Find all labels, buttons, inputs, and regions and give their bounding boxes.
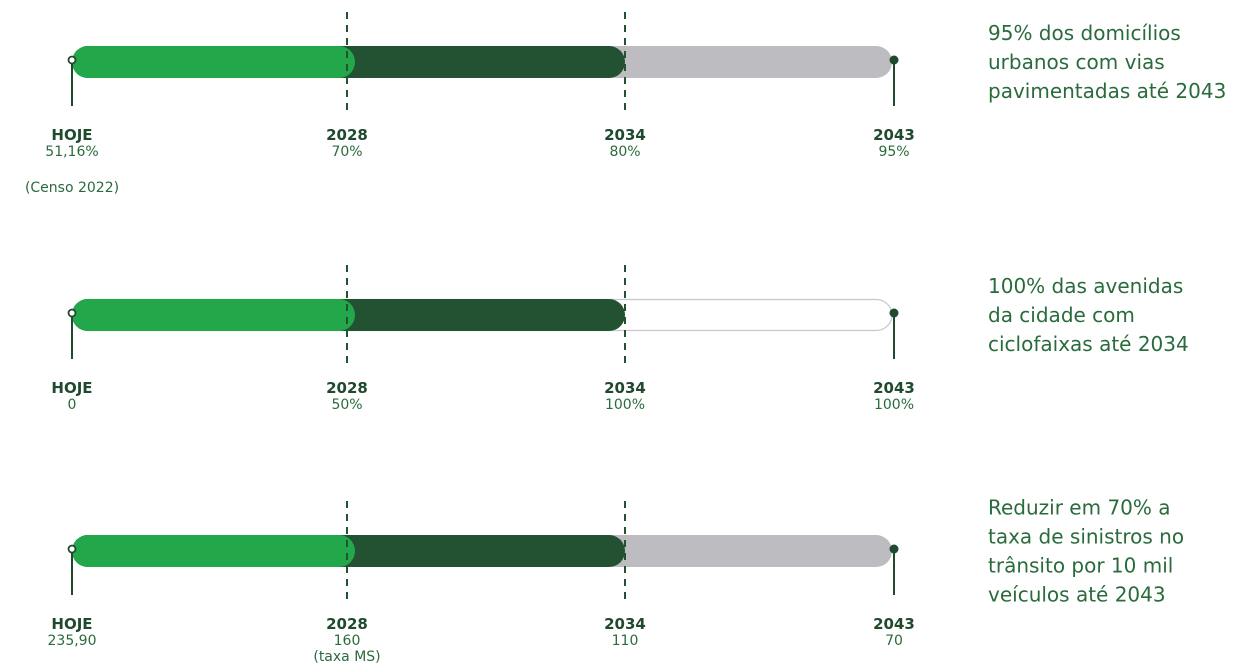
goal-text-line: 100% das avenidas [988, 274, 1183, 298]
goal-text-line: taxa de sinistros no [988, 525, 1184, 549]
goal-text-line: da cidade com [988, 303, 1135, 327]
milestone-value: 80% [609, 144, 640, 160]
bar-2028 [72, 535, 355, 567]
start-marker [67, 55, 77, 65]
goal-text-line: Reduzir em 70% a [988, 496, 1171, 520]
goal-text-line: pavimentadas até 2043 [988, 79, 1226, 103]
milestone-value: 160 [334, 633, 361, 649]
goal-text-line: trânsito por 10 mil [988, 554, 1173, 578]
milestone-value: 100% [874, 397, 914, 413]
milestone-year: HOJE [51, 379, 92, 397]
end-marker [889, 544, 899, 554]
goal-text-line: urbanos com vias [988, 50, 1165, 74]
bar-2028 [72, 46, 355, 78]
milestone-value: 70 [885, 633, 903, 649]
end-marker [889, 55, 899, 65]
milestone-year: 2043 [873, 126, 915, 144]
milestone-value: 0 [68, 397, 77, 413]
start-marker [67, 544, 77, 554]
milestone-year: 2028 [326, 126, 368, 144]
milestone-year: HOJE [51, 126, 92, 144]
bar-2028 [72, 299, 355, 331]
milestone-year: 2043 [873, 379, 915, 397]
milestone-note: (Censo 2022) [25, 180, 119, 196]
milestone-year: 2028 [326, 379, 368, 397]
milestone-value: 51,16% [45, 144, 98, 160]
milestone-year: 2034 [604, 615, 646, 633]
milestone-value: 50% [331, 397, 362, 413]
end-marker [889, 308, 899, 318]
start-marker [67, 308, 77, 318]
milestone-value: 235,90 [48, 633, 97, 649]
milestone-year: 2043 [873, 615, 915, 633]
milestone-value: 110 [612, 633, 639, 649]
goal-text-line: 95% dos domicílios [988, 21, 1181, 45]
milestone-value: 95% [878, 144, 909, 160]
milestone-year: 2034 [604, 126, 646, 144]
milestone-year: 2034 [604, 379, 646, 397]
milestone-year: 2028 [326, 615, 368, 633]
milestone-note: (taxa MS) [313, 649, 380, 665]
milestone-value: 100% [605, 397, 645, 413]
milestone-year: HOJE [51, 615, 92, 633]
goal-text-line: ciclofaixas até 2034 [988, 332, 1189, 356]
goal-text-line: veículos até 2043 [988, 583, 1166, 607]
milestone-value: 70% [331, 144, 362, 160]
